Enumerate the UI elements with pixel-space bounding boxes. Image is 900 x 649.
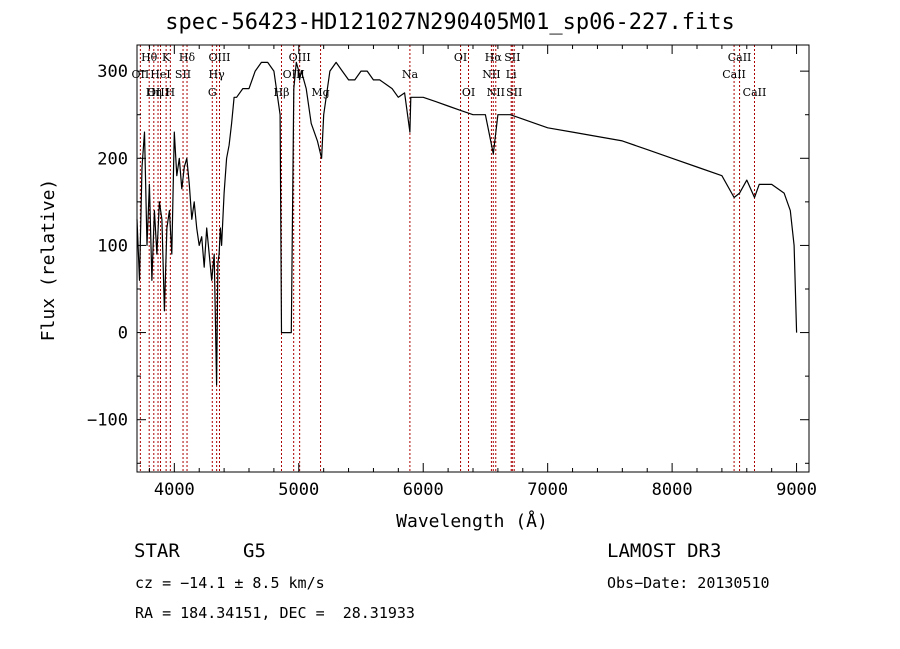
x-tick-label: 7000 xyxy=(527,480,568,500)
y-tick-label: 200 xyxy=(97,149,128,169)
x-tick-label: 5000 xyxy=(278,480,319,500)
x-axis-label: Wavelength (Å) xyxy=(396,510,548,532)
marker-label: H xyxy=(166,86,176,99)
marker-label: CaII xyxy=(743,86,767,99)
marker-label: OIII xyxy=(147,86,169,99)
survey-name: LAMOST DR3 xyxy=(607,540,722,562)
chart-title: spec-56423-HD121027N290405M01_sp06-227.f… xyxy=(165,10,735,35)
x-tick-label: 4000 xyxy=(154,480,195,500)
axes xyxy=(136,44,810,473)
tick-labels: 4000 5000 6000 7000 8000 9000 −100 0 100 200 300 xyxy=(87,62,817,500)
spectrum-line-group xyxy=(136,61,798,386)
marker-label: SII xyxy=(175,68,191,81)
marker-label: Hβ xyxy=(274,86,290,99)
marker-label: NII xyxy=(482,68,500,81)
marker-label: OII xyxy=(132,68,150,81)
obs-date: Obs−Date: 20130510 xyxy=(607,574,770,592)
marker-label: Hθ xyxy=(141,51,158,64)
object-class: STAR xyxy=(134,540,180,562)
marker-label: Mg xyxy=(311,86,329,99)
spectrum-line xyxy=(136,61,798,386)
marker-label: Hη xyxy=(146,86,162,99)
marker-label: HeI xyxy=(150,68,170,81)
marker-label: NII xyxy=(487,86,505,99)
marker-label: OI xyxy=(462,86,475,99)
marker-label: CaII xyxy=(728,51,752,64)
marker-label: Na xyxy=(402,68,419,81)
marker-label: G xyxy=(208,86,217,99)
x-tick-label: 9000 xyxy=(776,480,817,500)
x-tick-label: 6000 xyxy=(403,480,444,500)
marker-label: OIII xyxy=(208,51,230,64)
y-axis-label: Flux (relative) xyxy=(38,179,59,342)
redshift-text: cz = −14.1 ± 8.5 km/s xyxy=(135,574,325,592)
marker-label: CaII xyxy=(722,68,746,81)
marker-label: Hγ xyxy=(209,68,226,81)
marker-label: SII xyxy=(504,51,520,64)
y-tick-label: 100 xyxy=(97,236,128,256)
marker-label: Hα xyxy=(485,51,503,64)
marker-label: OIII xyxy=(283,68,305,81)
y-tick-label: 300 xyxy=(97,62,128,82)
marker-label: SII xyxy=(506,86,522,99)
marker-label: OI xyxy=(454,51,467,64)
marker-label: Li xyxy=(506,68,517,81)
marker-label: K xyxy=(162,51,171,64)
marker-label: OIII xyxy=(289,51,311,64)
x-tick-label: 8000 xyxy=(652,480,693,500)
y-tick-label: 0 xyxy=(118,324,128,344)
object-subclass: G5 xyxy=(243,540,266,562)
plot-frame xyxy=(136,44,810,473)
marker-label: Hδ xyxy=(179,51,196,64)
y-tick-label: −100 xyxy=(87,411,128,431)
coordinates: RA = 184.34151, DEC = 28.31933 xyxy=(135,604,415,622)
